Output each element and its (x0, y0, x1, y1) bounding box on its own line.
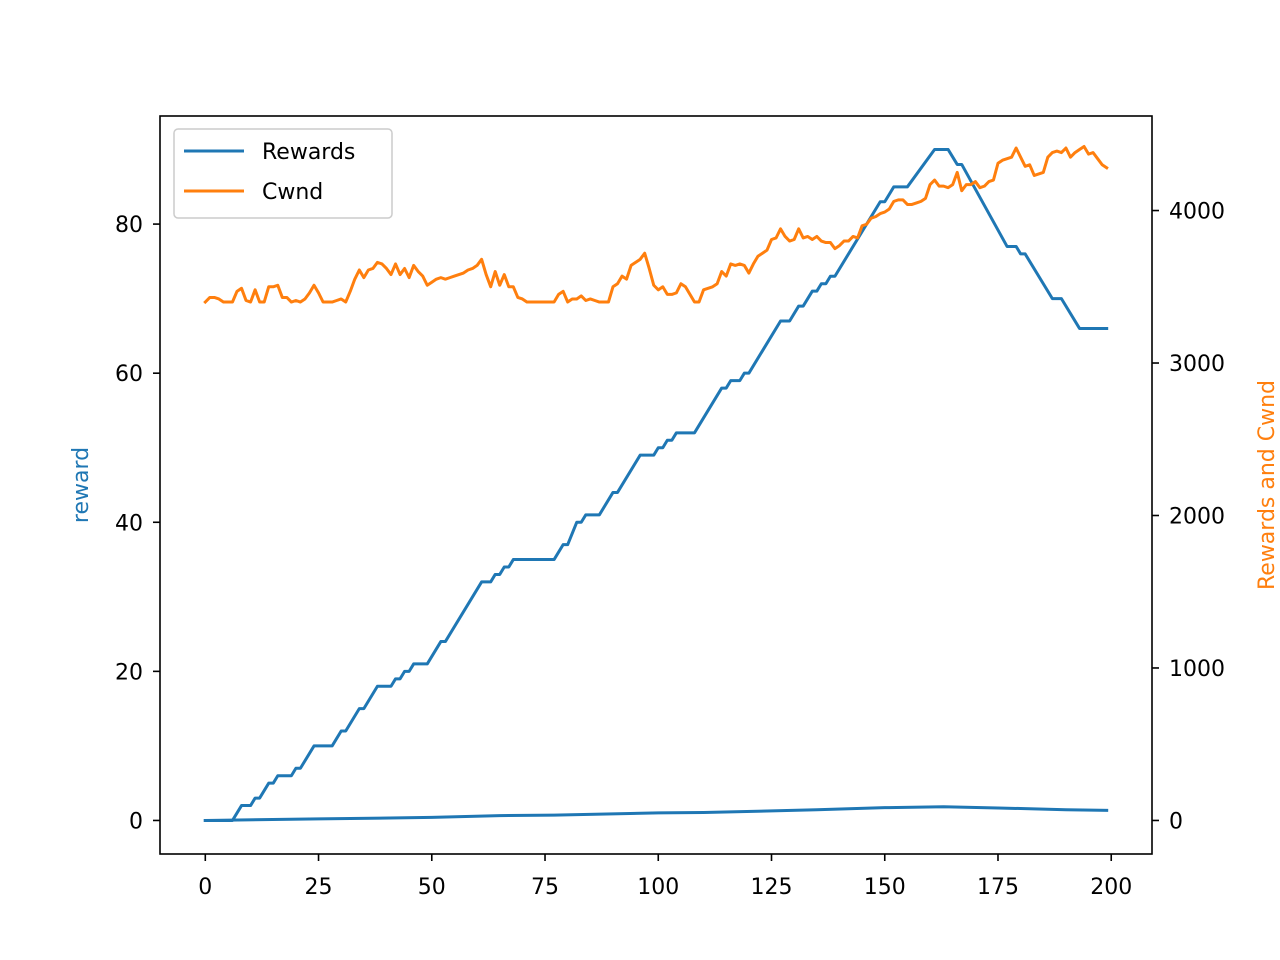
x-tick-label: 100 (637, 875, 679, 900)
x-tick-label: 175 (977, 875, 1019, 900)
y-right-tick-label: 1000 (1169, 657, 1225, 682)
series-layer (203, 145, 1109, 822)
x-tick-label: 75 (531, 875, 559, 900)
series-line-2 (203, 805, 1109, 822)
y-left-tick-label: 60 (115, 362, 143, 387)
y-axis-left: 0 20 40 60 80 (115, 213, 160, 834)
legend-label-rewards: Rewards (262, 140, 355, 165)
y-right-tick-label: 2000 (1169, 504, 1225, 529)
x-tick-label: 50 (418, 875, 446, 900)
y-left-tick-label: 0 (129, 809, 143, 834)
y-right-tick-label: 3000 (1169, 352, 1225, 377)
y-axis-right: 0 1000 2000 3000 4000 (1152, 200, 1225, 834)
x-tick-label: 200 (1090, 875, 1132, 900)
y-left-tick-label: 20 (115, 660, 143, 685)
plot-frame (159, 115, 1153, 855)
x-tick-label: 125 (751, 875, 793, 900)
y-left-tick-label: 80 (115, 213, 143, 238)
legend: Rewards Cwnd (173, 128, 393, 219)
legend-label-cwnd: Cwnd (262, 180, 323, 205)
x-tick-label: 25 (305, 875, 333, 900)
x-tick-label: 0 (198, 875, 212, 900)
x-tick-label: 150 (864, 875, 906, 900)
y-right-tick-label: 0 (1169, 809, 1183, 834)
x-axis: 0 25 50 75 100 125 150 175 200 (198, 854, 1132, 900)
y-axis-right-title: Rewards and Cwnd (1255, 380, 1280, 590)
series-line-cwnd (203, 145, 1109, 305)
y-axis-left-title: reward (69, 447, 94, 523)
series-line-rewards (203, 148, 1109, 822)
y-right-tick-label: 4000 (1169, 200, 1225, 225)
y-left-tick-label: 40 (115, 511, 143, 536)
